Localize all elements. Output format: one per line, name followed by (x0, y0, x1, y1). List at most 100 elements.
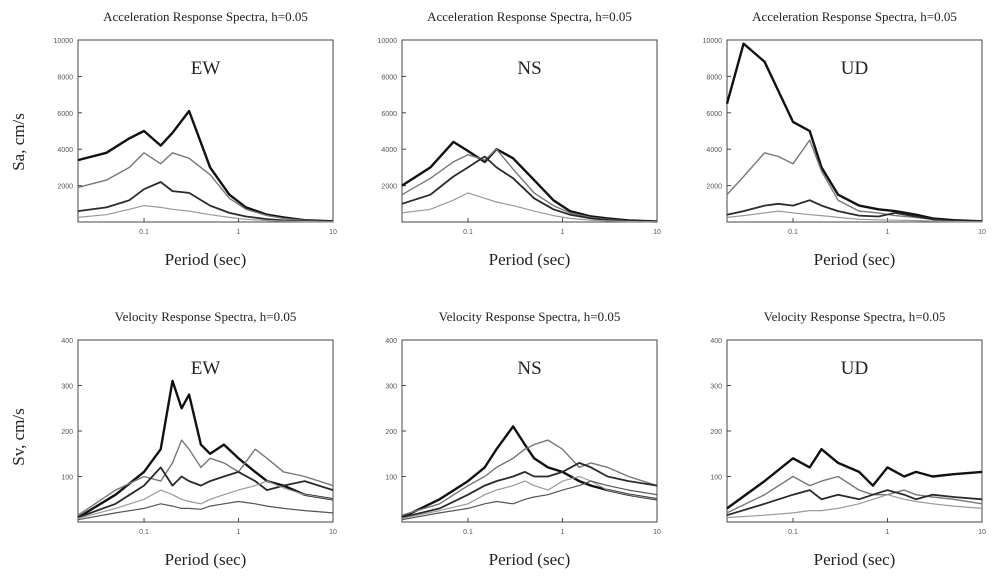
panel-ud-velocity: Velocity Response Spectra, h=0.05 100 200 3… (710, 309, 986, 569)
series-line-4 (726, 494, 983, 519)
y-tick-label: 8000 (706, 74, 722, 81)
y-tick-label: 10000 (54, 38, 74, 45)
plot-frame (77, 39, 334, 223)
series-line-2 (726, 475, 983, 514)
x-tick-label: 10 (653, 229, 661, 236)
y-tick-label: 200 (385, 429, 397, 436)
x-tick-label: 1 (886, 229, 890, 236)
y-tick-label: 100 (710, 475, 722, 482)
x-tick-label: 0.1 (788, 529, 798, 536)
y-tick-label: 300 (61, 384, 73, 391)
panel-ud-acceleration: Acceleration Response Spectra, h=0.05 200… (703, 9, 986, 269)
y-tick-label: 10000 (703, 38, 723, 45)
x-tick-label: 10 (978, 229, 986, 236)
y-tick-label: 300 (385, 384, 397, 391)
panel-title: Velocity Response Spectra, h=0.05 (764, 309, 946, 324)
y-tick-label: 2000 (706, 184, 722, 191)
y-tick-label: 2000 (381, 184, 397, 191)
y-tick-label: 200 (710, 429, 722, 436)
x-tick-label: 0.1 (139, 229, 149, 236)
component-label: NS (517, 358, 541, 379)
component-label: UD (841, 358, 868, 379)
y-tick-label: 100 (61, 475, 73, 482)
series-line-2 (401, 148, 658, 223)
series-line-3 (401, 155, 658, 223)
series-line-2 (77, 439, 334, 516)
series-line-2 (77, 152, 334, 223)
x-axis-label: Period (sec) (489, 250, 571, 269)
component-label: EW (191, 58, 221, 79)
row-label-velocity: Sv, cm/s (9, 408, 28, 465)
y-tick-label: 8000 (57, 74, 73, 81)
series-line-3 (726, 199, 983, 223)
series-line-4 (77, 480, 334, 519)
x-tick-label: 10 (329, 229, 337, 236)
panel-ns-velocity: Velocity Response Spectra, h=0.05 100 200 3… (385, 309, 661, 569)
series-line-3 (77, 466, 334, 519)
series-line-3 (77, 181, 334, 223)
x-tick-label: 1 (237, 229, 241, 236)
series-line-5 (401, 480, 658, 521)
component-label: UD (841, 58, 868, 79)
plot-frame (401, 39, 658, 223)
series-line-1 (401, 140, 658, 223)
x-axis-label: Period (sec) (814, 550, 896, 569)
row-label-acceleration: Sa, cm/s (9, 113, 28, 171)
y-tick-label: 8000 (381, 74, 397, 81)
x-tick-label: 0.1 (463, 229, 473, 236)
panel-title: Velocity Response Spectra, h=0.05 (115, 309, 297, 324)
y-tick-label: 6000 (57, 111, 73, 118)
panel-title: Acceleration Response Spectra, h=0.05 (103, 9, 308, 24)
x-tick-label: 0.1 (788, 229, 798, 236)
y-tick-label: 200 (61, 429, 73, 436)
y-tick-label: 400 (61, 338, 73, 345)
y-tick-label: 400 (385, 338, 397, 345)
x-tick-label: 0.1 (463, 529, 473, 536)
series-line-1 (726, 448, 983, 510)
component-label: EW (191, 358, 221, 379)
series-line-3 (401, 461, 658, 519)
y-tick-label: 6000 (381, 111, 397, 118)
plot-frame (726, 39, 983, 223)
series-line-1 (401, 425, 658, 519)
series-line-4 (726, 210, 983, 223)
series-line-4 (401, 475, 658, 519)
component-label: NS (517, 58, 541, 79)
x-tick-label: 1 (237, 529, 241, 536)
series-line-2 (726, 139, 983, 223)
panel-ew-velocity: Velocity Response Spectra, h=0.05 100 200 3… (61, 309, 337, 569)
series-line-3 (726, 489, 983, 517)
y-tick-label: 400 (710, 338, 722, 345)
panel-title: Acceleration Response Spectra, h=0.05 (752, 9, 957, 24)
x-tick-label: 1 (561, 229, 565, 236)
x-tick-label: 0.1 (139, 529, 149, 536)
x-axis-label: Period (sec) (814, 250, 896, 269)
series-line-1 (725, 42, 983, 223)
y-tick-label: 4000 (706, 147, 722, 154)
y-tick-label: 2000 (57, 184, 73, 191)
y-tick-label: 6000 (706, 111, 722, 118)
series-line-1 (77, 109, 334, 223)
y-tick-label: 300 (710, 384, 722, 391)
series-line-4 (77, 205, 334, 223)
x-tick-label: 1 (886, 529, 890, 536)
y-tick-label: 100 (385, 475, 397, 482)
x-axis-label: Period (sec) (489, 550, 571, 569)
x-axis-label: Period (sec) (165, 550, 247, 569)
series-line-2 (401, 439, 658, 516)
panel-ns-acceleration: Acceleration Response Spectra, h=0.05 200… (378, 9, 661, 269)
x-tick-label: 10 (978, 529, 986, 536)
x-tick-label: 10 (653, 529, 661, 536)
panel-title: Acceleration Response Spectra, h=0.05 (427, 9, 632, 24)
x-tick-label: 10 (329, 529, 337, 536)
panel-title: Velocity Response Spectra, h=0.05 (439, 309, 621, 324)
y-tick-label: 4000 (57, 147, 73, 154)
panel-ew-acceleration: Acceleration Response Spectra, h=0.05 200… (54, 9, 337, 269)
x-axis-label: Period (sec) (165, 250, 247, 269)
series-line-1 (77, 379, 334, 519)
y-tick-label: 4000 (381, 147, 397, 154)
series-line-4 (401, 192, 658, 223)
y-tick-label: 10000 (378, 38, 398, 45)
series-line-5 (77, 500, 334, 521)
